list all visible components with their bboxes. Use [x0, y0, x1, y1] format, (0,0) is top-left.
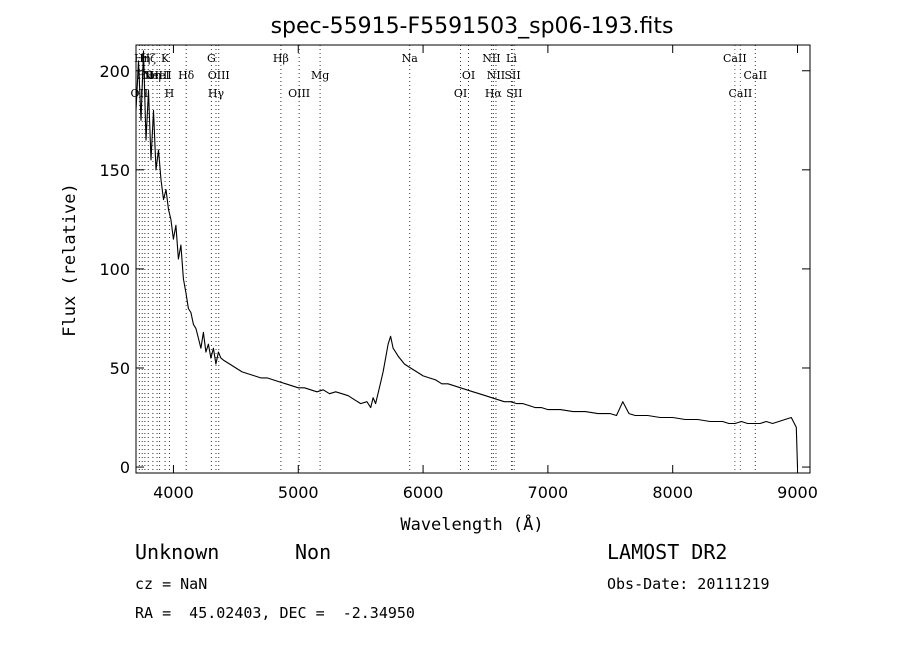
- x-tick-label: 4000: [153, 483, 194, 502]
- redshift-label: cz = NaN: [135, 575, 208, 593]
- marker-label: OII: [131, 87, 149, 100]
- marker-label: G: [207, 52, 216, 65]
- marker-labels: OIIHηHθHζHηNeIIIHeIKHHδGHγOIIIHβOIIIMgNa…: [131, 52, 768, 100]
- marker-label: NeIII: [143, 69, 172, 82]
- marker-lines: [138, 45, 756, 473]
- y-tick-label: 0: [120, 458, 130, 477]
- y-axis-label: Flux (relative): [60, 183, 80, 337]
- marker-label: OIII: [288, 87, 310, 100]
- x-tick-label: 5000: [278, 483, 319, 502]
- series-layer: [135, 50, 799, 468]
- marker-label: SII: [504, 69, 520, 82]
- marker-label: Hζ: [140, 52, 156, 65]
- x-tick-label: 7000: [528, 483, 569, 502]
- y-tick-label: 150: [99, 161, 130, 180]
- marker-label: Hα: [485, 87, 503, 100]
- plot-frame: [135, 44, 811, 474]
- marker-label: K: [161, 52, 170, 65]
- marker-label: Hδ: [178, 69, 195, 82]
- marker-label: CaII: [729, 87, 753, 100]
- marker-label: CaII: [723, 52, 747, 65]
- marker-label: Hη: [145, 69, 161, 82]
- classification-label: Unknown: [135, 540, 220, 564]
- chart-title: spec-55915-F5591503_sp06-193.fits: [271, 14, 674, 39]
- marker-label: Hβ: [273, 52, 289, 65]
- marker-label: H: [165, 87, 175, 100]
- marker-label: Hη: [134, 52, 150, 65]
- survey-label: LAMOST DR2: [607, 540, 728, 564]
- marker-label: CaII: [743, 69, 767, 82]
- marker-label: NII: [487, 69, 505, 82]
- x-tick-label: 6000: [403, 483, 444, 502]
- x-axis-label: Wavelength (Å): [400, 513, 543, 535]
- y-tick-label: 200: [99, 62, 130, 81]
- y-tick-label: 50: [110, 359, 130, 378]
- marker-label: Na: [402, 52, 419, 65]
- marker-label: Mg: [311, 69, 329, 82]
- marker-label: NII: [482, 52, 500, 65]
- marker-label: Hγ: [208, 87, 225, 100]
- marker-label: Hθ: [137, 69, 154, 82]
- x-tick-label: 8000: [652, 483, 693, 502]
- axis-ticks: 4000 5000 6000 7000 8000 9000 0 50 100 150 200: [99, 45, 818, 502]
- coords-label: RA = 45.02403, DEC = -2.34950: [135, 604, 415, 622]
- marker-label: Li: [506, 52, 517, 65]
- marker-label: SII: [506, 87, 522, 100]
- x-tick-label: 9000: [777, 483, 818, 502]
- subclass-label: Non: [295, 540, 332, 564]
- marker-label: OI: [454, 87, 467, 100]
- spectrum-line: [135, 50, 799, 468]
- obs-date-label: Obs-Date: 20111219: [607, 575, 770, 593]
- marker-label: HeI: [149, 69, 169, 82]
- y-tick-label: 100: [99, 260, 130, 279]
- marker-label: OI: [462, 69, 475, 82]
- marker-label: OIII: [208, 69, 230, 82]
